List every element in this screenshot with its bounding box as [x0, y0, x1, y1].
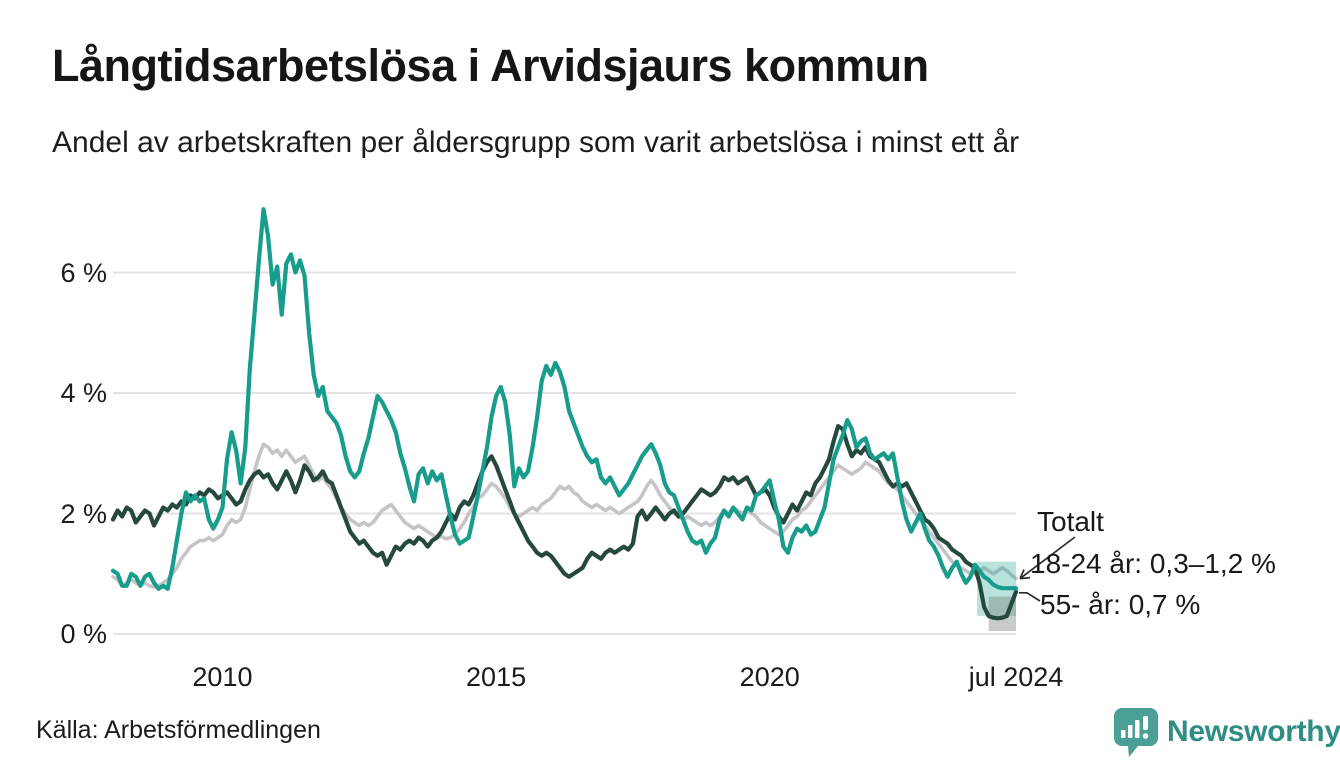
newsworthy-logo-icon: [1114, 708, 1158, 757]
y-tick-label: 6 %: [60, 257, 107, 288]
annotation-55: 55- år: 0,7 %: [1040, 589, 1201, 620]
annotation-totalt: Totalt: [1037, 506, 1104, 537]
series-line-55-r: [110, 424, 1019, 621]
x-tick-label: 2020: [739, 662, 800, 692]
annotation-connector: [1019, 569, 1031, 580]
x-tick-label: 2010: [192, 662, 253, 692]
series-line-18-24-r: [110, 207, 1019, 591]
x-tick-label: 2015: [466, 662, 527, 692]
newsworthy-wordmark: Newsworthy: [1167, 715, 1340, 748]
series-line-totalt: [111, 442, 1018, 589]
annotation-18-24: 18-24 år: 0,3–1,2 %: [1030, 548, 1276, 579]
annotation-connector: [1019, 591, 1041, 602]
x-tick-label: jul 2024: [968, 662, 1064, 692]
annotation-connector: [1019, 536, 1076, 580]
source-note: Källa: Arbetsförmedlingen: [36, 716, 321, 744]
newsworthy-logo: Newsworthy: [1112, 706, 1340, 758]
y-tick-label: 0 %: [60, 619, 107, 649]
page-subtitle: Andel av arbetskraften per åldersgrupp s…: [52, 126, 1020, 159]
page-title: Långtidsarbetslösa i Arvidsjaurs kommun: [52, 40, 929, 91]
y-tick-label: 4 %: [60, 378, 107, 408]
y-tick-label: 2 %: [60, 498, 107, 529]
